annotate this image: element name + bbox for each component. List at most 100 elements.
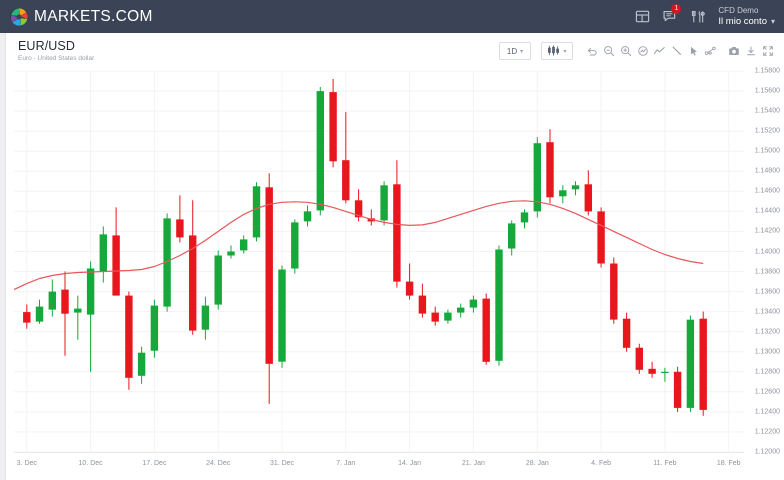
x-axis-tick: 3. Dec [16, 460, 37, 467]
brand-logo[interactable]: MARKETS.COM [0, 7, 153, 27]
candle [418, 283, 427, 318]
timeframe-value: 1D [506, 46, 518, 56]
candle [520, 209, 529, 229]
chart-header: EUR/USD Euro - United States dollar 1D ▾ [6, 33, 784, 71]
candle [380, 181, 388, 226]
candle [23, 304, 31, 329]
layout-grid-icon[interactable] [628, 0, 656, 33]
x-axis-tick: 24. Dec [206, 460, 231, 467]
y-axis-tick: 1.13400 [754, 308, 780, 316]
candle [74, 295, 82, 340]
grid-vertical [26, 71, 730, 452]
chevron-down-icon: ▾ [770, 16, 775, 26]
x-axis-tick: 14. Jan [398, 460, 422, 467]
candlestick-plot[interactable] [14, 71, 744, 452]
candle [99, 226, 107, 283]
candle [673, 366, 682, 412]
y-axis-tick: 1.15400 [754, 107, 780, 115]
candle [508, 220, 516, 256]
chart-toolbar: 1D ▾ ▾ [499, 41, 776, 61]
cursor-arrow-icon[interactable] [685, 42, 702, 60]
camera-icon[interactable] [725, 42, 742, 60]
candle [610, 257, 618, 324]
candle [278, 265, 286, 368]
candle [265, 173, 273, 404]
candle [431, 306, 439, 326]
candle [227, 245, 235, 259]
zoom-out-icon[interactable] [600, 42, 617, 60]
zoom-in-icon[interactable] [617, 42, 634, 60]
x-axis-tick: 21. Jan [461, 460, 485, 467]
candle [495, 245, 503, 366]
candle [189, 200, 197, 335]
candlestick-svg [14, 71, 744, 452]
x-axis-tick: 17. Dec [142, 460, 167, 467]
compare-icon[interactable] [702, 42, 719, 60]
y-axis-tick: 1.15000 [754, 147, 780, 155]
candle [35, 299, 44, 324]
x-axis-tick: 28. Jan [525, 460, 549, 467]
trend-line-icon[interactable] [668, 42, 685, 60]
brand-name: MARKETS.COM [34, 7, 153, 25]
candle [661, 367, 669, 382]
account-type-label: CFD Demo [718, 5, 759, 15]
timeframe-select[interactable]: 1D ▾ [499, 42, 531, 60]
candle [584, 170, 592, 216]
chat-icon[interactable]: 1 [656, 0, 684, 33]
undo-icon[interactable] [583, 42, 600, 60]
y-axis-tick: 1.13000 [754, 348, 780, 356]
chat-badge: 1 [671, 4, 682, 14]
fullscreen-icon[interactable] [759, 42, 776, 60]
x-axis-tick: 7. Jan [336, 460, 356, 467]
tools-icon[interactable] [684, 0, 712, 33]
top-navbar: MARKETS.COM 1 [0, 0, 784, 33]
candle [112, 207, 120, 296]
candle [86, 261, 95, 372]
symbol-block[interactable]: EUR/USD Euro - United States dollar [18, 39, 94, 62]
y-axis-tick: 1.12600 [754, 388, 780, 396]
grid-horizontal [14, 71, 744, 452]
candle [559, 185, 567, 204]
y-axis[interactable]: 1.15800 1.15600 1.15400 1.15200 1.15000 1.148… [746, 68, 784, 456]
candle [482, 293, 490, 365]
candle [125, 291, 133, 390]
account-menu[interactable]: CFD Demo Il mio conto ▾ [718, 0, 775, 33]
x-axis[interactable]: 3. Dec 10. Dec 17. Dec 24. Dec 31. Dec 7. Jan… [14, 452, 744, 480]
candle [240, 235, 248, 254]
candle [597, 207, 605, 268]
candle [571, 181, 580, 196]
navbar-right-group: 1 CFD Demo Il mio conto ▾ [628, 0, 784, 33]
candles-icon [547, 44, 560, 58]
page-title: EUR/USD [18, 39, 75, 53]
line-chart-icon[interactable] [651, 42, 668, 60]
y-axis-tick: 1.14600 [754, 187, 780, 195]
candle [686, 315, 695, 412]
candle [533, 137, 541, 218]
left-rail [0, 33, 6, 480]
candle [176, 195, 184, 243]
charttype-select[interactable]: ▾ [541, 42, 573, 60]
x-axis-tick: 11. Feb [653, 460, 677, 467]
moving-average [14, 200, 704, 291]
candle [342, 112, 350, 204]
indicator-icon[interactable] [634, 42, 651, 60]
symbol-subtitle: Euro - United States dollar [18, 55, 95, 62]
chart-panel: EUR/USD Euro - United States dollar 1D ▾ [6, 33, 784, 480]
candle [291, 219, 299, 274]
candle [201, 296, 210, 340]
candle [329, 79, 337, 168]
y-axis-tick: 1.13600 [754, 288, 780, 296]
candle [622, 312, 631, 352]
y-axis-tick: 1.12800 [754, 368, 780, 376]
candle [546, 129, 554, 204]
globe-logo-icon [9, 7, 29, 27]
x-axis-tick: 4. Feb [591, 460, 612, 467]
candle [444, 309, 452, 324]
plot-wrapper: 1.15800 1.15600 1.15400 1.15200 1.15000 1.148… [6, 68, 784, 480]
candle [469, 295, 478, 313]
y-axis-tick: 1.12200 [754, 428, 780, 436]
candle [354, 189, 363, 222]
download-icon[interactable] [742, 42, 759, 60]
chevron-down-icon: ▾ [563, 48, 567, 55]
candle-series [23, 79, 707, 416]
